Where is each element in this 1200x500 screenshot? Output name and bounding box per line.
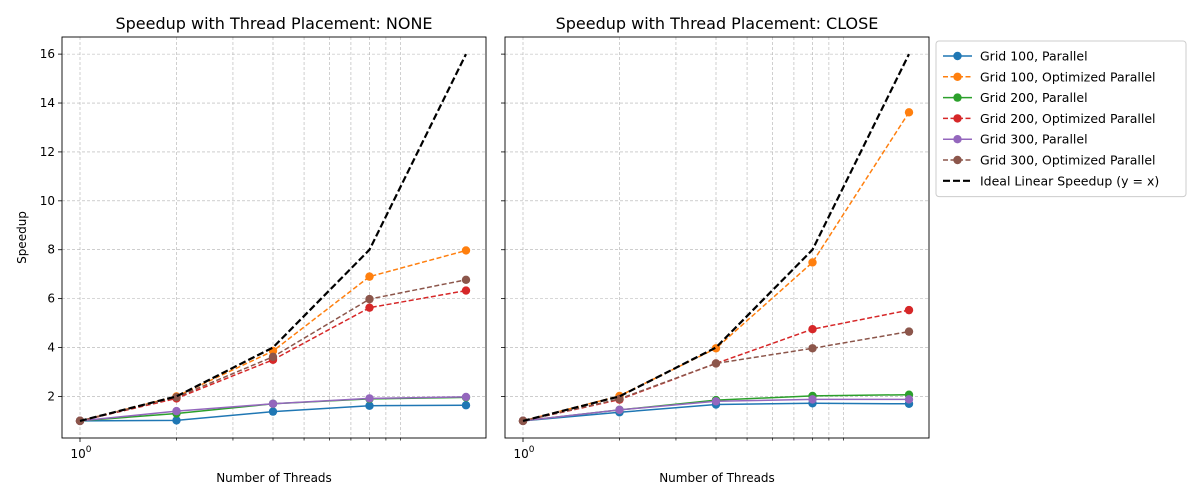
x-axis-label: Number of Threads	[659, 471, 775, 485]
legend-swatch-marker	[953, 51, 962, 61]
plot-frame	[61, 36, 487, 439]
legend-entry-label: Grid 100, Parallel	[980, 49, 1088, 64]
data-point	[268, 352, 278, 362]
data-point	[172, 416, 181, 425]
legend-swatch-marker	[953, 155, 962, 165]
legend-swatch-marker	[953, 72, 962, 82]
legend: Grid 100, Parallel Grid 100, Optimized Pa…	[935, 40, 1187, 198]
data-point	[711, 359, 721, 368]
data-point	[365, 303, 374, 312]
data-point	[904, 327, 914, 336]
y-tick-label: 8	[47, 243, 55, 257]
legend-swatch-marker	[953, 135, 962, 144]
series-line	[79, 53, 467, 422]
data-point	[461, 286, 471, 295]
chart-panel-close: 100 Speedup with Thread Placement: CLOSE N…	[501, 14, 930, 485]
y-tick-label: 16	[40, 47, 55, 61]
legend-swatch-marker	[953, 93, 962, 102]
data-point	[172, 406, 181, 416]
data-point	[711, 397, 721, 406]
data-point	[461, 275, 471, 285]
data-point	[365, 394, 374, 403]
x-tick-label: 100	[70, 445, 91, 461]
legend-entry-label: Grid 300, Parallel	[980, 132, 1088, 147]
data-point	[808, 258, 817, 267]
y-tick-label: 6	[47, 292, 55, 306]
legend-entry-label: Ideal Linear Speedup (y = x)	[980, 173, 1159, 188]
data-point	[365, 401, 374, 410]
chart-title: Speedup with Thread Placement: NONE	[115, 14, 432, 33]
y-tick-label: 14	[40, 96, 55, 110]
legend-entry-label: Grid 200, Parallel	[980, 90, 1088, 105]
data-point	[808, 395, 817, 404]
data-point	[904, 395, 914, 404]
series-line	[522, 53, 910, 422]
plot-frame	[504, 36, 930, 439]
data-point	[904, 108, 914, 117]
data-point	[365, 294, 374, 304]
data-point	[615, 405, 624, 415]
data-point	[615, 394, 624, 404]
data-point	[808, 324, 817, 334]
data-point	[461, 392, 471, 402]
y-tick-label: 2	[47, 389, 55, 403]
legend-swatch-marker	[953, 114, 962, 123]
data-point	[808, 344, 817, 353]
y-axis-label: Speedup	[15, 211, 29, 264]
data-point	[461, 246, 471, 255]
data-point	[268, 399, 278, 408]
data-point	[461, 401, 471, 410]
legend-box	[935, 40, 1187, 198]
series-line	[79, 249, 467, 422]
legend-entry-label: Grid 300, Optimized Parallel	[980, 153, 1156, 168]
legend-entry-label: Grid 100, Optimized Parallel	[980, 69, 1156, 84]
x-tick-label: 100	[513, 445, 534, 461]
y-tick-label: 12	[40, 145, 55, 159]
data-point	[268, 407, 278, 416]
x-axis-label: Number of Threads	[216, 471, 332, 485]
chart-panel-none: 100 2 4 6 8 10 12 14 16 Speedup with Thread Place…	[15, 14, 487, 485]
series-line	[522, 330, 910, 422]
legend-entry-label: Grid 200, Optimized Parallel	[980, 111, 1156, 126]
data-point	[904, 305, 914, 315]
y-tick-label: 10	[40, 194, 55, 208]
y-tick-label: 4	[47, 341, 55, 355]
chart-title: Speedup with Thread Placement: CLOSE	[556, 14, 879, 33]
data-point	[365, 272, 374, 281]
